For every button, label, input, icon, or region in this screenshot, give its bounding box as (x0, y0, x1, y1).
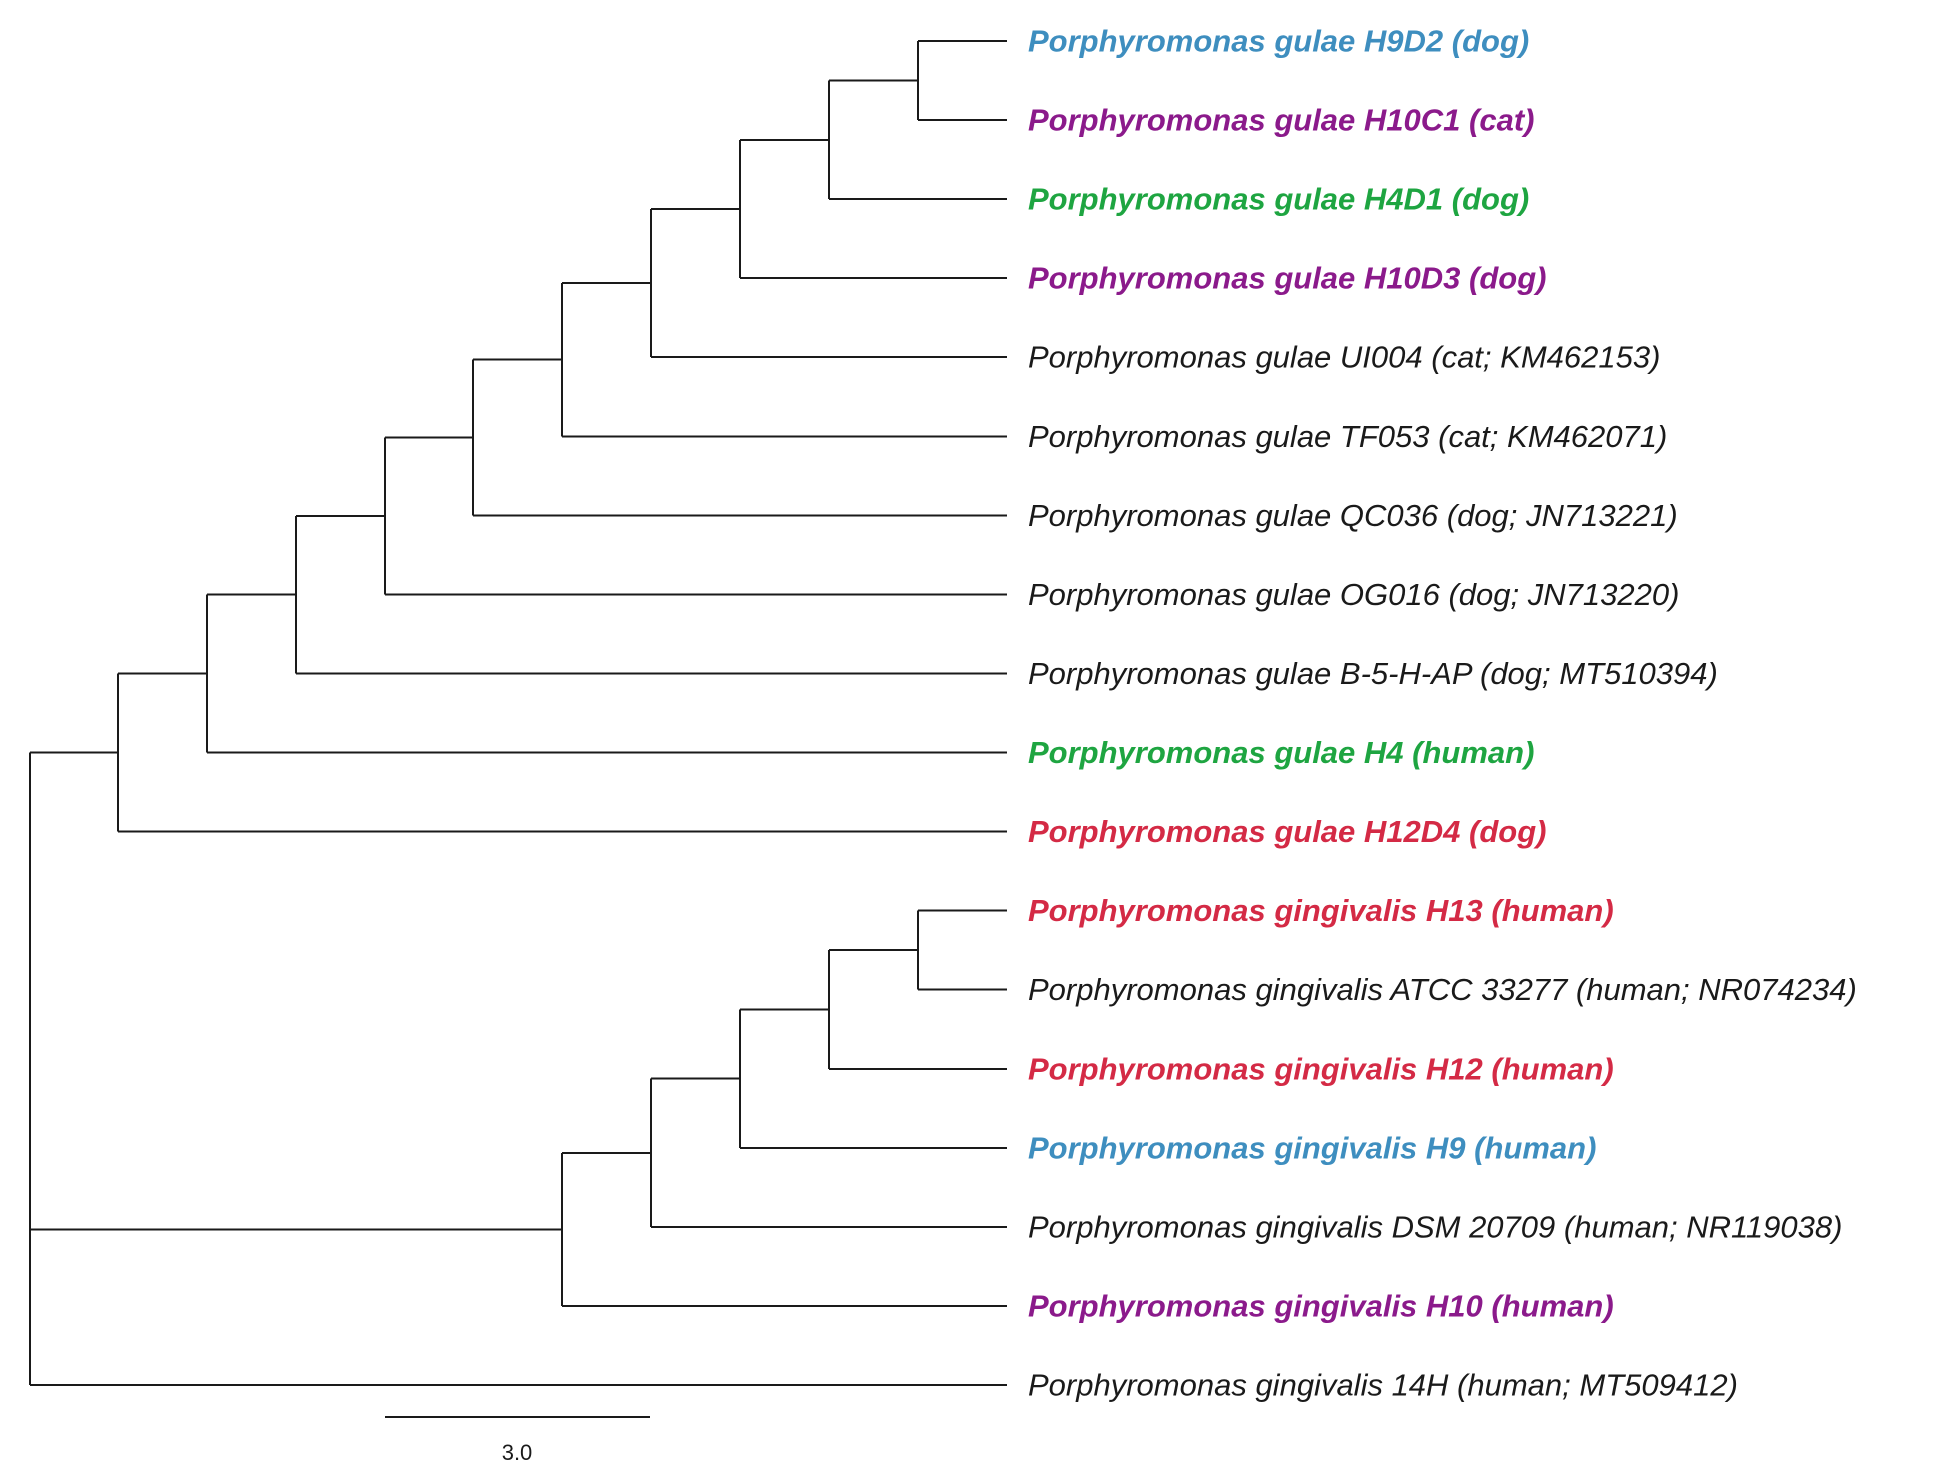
leaf-label-pg-b5hap: Porphyromonas gulae B-5-H-AP (dog; MT510… (1028, 656, 1718, 691)
leaf-label-pg-h9d2: Porphyromonas gulae H9D2 (dog) (1028, 24, 1529, 59)
leaf-label-pgi-dsm: Porphyromonas gingivalis DSM 20709 (huma… (1028, 1209, 1842, 1244)
leaf-label-pg-tf053: Porphyromonas gulae TF053 (cat; KM462071… (1028, 419, 1667, 454)
leaf-label-pgi-h9: Porphyromonas gingivalis H9 (human) (1028, 1130, 1596, 1165)
leaf-labels: Porphyromonas gulae H9D2 (dog) Porphyromo… (1028, 24, 1857, 1403)
scale-bar: 3.0 (385, 1416, 650, 1465)
leaf-label-pgi-14h: Porphyromonas gingivalis 14H (human; MT5… (1028, 1368, 1738, 1403)
leaf-label-pg-h10c1: Porphyromonas gulae H10C1 (cat) (1028, 103, 1534, 138)
leaf-label-pgi-h13: Porphyromonas gingivalis H13 (human) (1028, 893, 1614, 928)
leaf-label-pg-qc036: Porphyromonas gulae QC036 (dog; JN713221… (1028, 498, 1678, 533)
tree-branches (29, 40, 1007, 1387)
leaf-label-pg-ui004: Porphyromonas gulae UI004 (cat; KM462153… (1028, 340, 1660, 375)
leaf-label-pgi-h12: Porphyromonas gingivalis H12 (human) (1028, 1051, 1614, 1086)
leaf-label-pgi-atcc: Porphyromonas gingivalis ATCC 33277 (hum… (1028, 972, 1857, 1007)
leaf-label-pg-h4d1: Porphyromonas gulae H4D1 (dog) (1028, 182, 1529, 217)
leaf-label-pgi-h10: Porphyromonas gingivalis H10 (human) (1028, 1288, 1614, 1323)
leaf-label-pg-h10d3: Porphyromonas gulae H10D3 (dog) (1028, 261, 1546, 296)
leaf-label-pg-og016: Porphyromonas gulae OG016 (dog; JN713220… (1028, 577, 1679, 612)
scale-bar-label: 3.0 (502, 1440, 533, 1465)
leaf-label-pg-h4: Porphyromonas gulae H4 (human) (1028, 735, 1534, 770)
leaf-label-pg-h12d4: Porphyromonas gulae H12D4 (dog) (1028, 814, 1546, 849)
